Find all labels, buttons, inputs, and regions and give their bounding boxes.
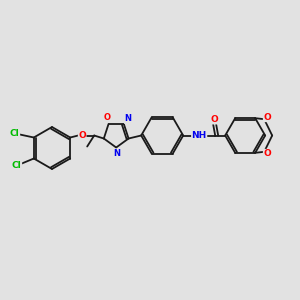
Text: O: O	[263, 149, 271, 158]
Text: Cl: Cl	[12, 161, 22, 170]
Text: O: O	[78, 131, 86, 140]
Text: O: O	[263, 113, 271, 122]
Text: Cl: Cl	[10, 129, 20, 138]
Text: N: N	[114, 149, 121, 158]
Text: O: O	[104, 113, 111, 122]
Text: NH: NH	[192, 131, 207, 140]
Text: N: N	[124, 115, 131, 124]
Text: O: O	[210, 115, 218, 124]
